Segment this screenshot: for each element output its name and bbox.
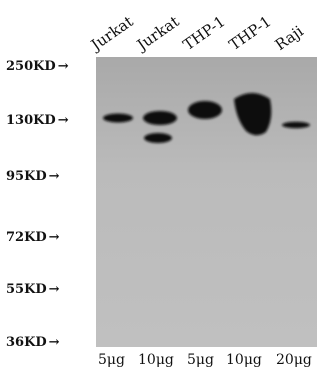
lane-label-1: Jurkat bbox=[87, 12, 137, 54]
marker-label: 130KD bbox=[6, 113, 56, 128]
marker-label: 95KD bbox=[6, 169, 47, 184]
amount-lane-4: 10μg bbox=[226, 352, 262, 368]
arrow-right-icon: → bbox=[48, 282, 60, 297]
marker-130kd: 130KD → bbox=[6, 114, 69, 128]
membrane-background bbox=[96, 57, 317, 347]
lane-label-2: Jurkat bbox=[133, 12, 183, 54]
amount-lane-5: 20μg bbox=[276, 352, 312, 368]
lane-label-3: THP-1 bbox=[179, 12, 229, 54]
lane-label-4: THP-1 bbox=[225, 12, 275, 54]
amount-lane-3: 5μg bbox=[187, 352, 214, 368]
band-lane-5 bbox=[282, 121, 310, 129]
band-lane-2-upper bbox=[143, 111, 177, 125]
arrow-right-icon: → bbox=[48, 335, 60, 350]
marker-label: 72KD bbox=[6, 230, 47, 245]
marker-label: 250KD bbox=[6, 59, 56, 74]
band-lane-2-lower bbox=[144, 133, 172, 143]
band-lane-3 bbox=[188, 101, 222, 119]
arrow-right-icon: → bbox=[57, 59, 69, 74]
arrow-right-icon: → bbox=[57, 113, 69, 128]
amount-lane-1: 5μg bbox=[98, 352, 125, 368]
marker-36kd: 36KD → bbox=[6, 336, 60, 350]
arrow-right-icon: → bbox=[48, 169, 60, 184]
amount-lane-2: 10μg bbox=[138, 352, 174, 368]
marker-label: 55KD bbox=[6, 282, 47, 297]
lane-label-5: Raji bbox=[271, 22, 307, 54]
blot-membrane bbox=[96, 57, 317, 347]
marker-72kd: 72KD → bbox=[6, 231, 60, 245]
marker-55kd: 55KD → bbox=[6, 283, 60, 297]
blot-bands bbox=[96, 57, 317, 347]
band-lane-4 bbox=[234, 93, 272, 136]
arrow-right-icon: → bbox=[48, 230, 60, 245]
marker-label: 36KD bbox=[6, 335, 47, 350]
marker-95kd: 95KD → bbox=[6, 170, 60, 184]
band-lane-1 bbox=[103, 113, 133, 123]
marker-250kd: 250KD → bbox=[6, 60, 69, 74]
